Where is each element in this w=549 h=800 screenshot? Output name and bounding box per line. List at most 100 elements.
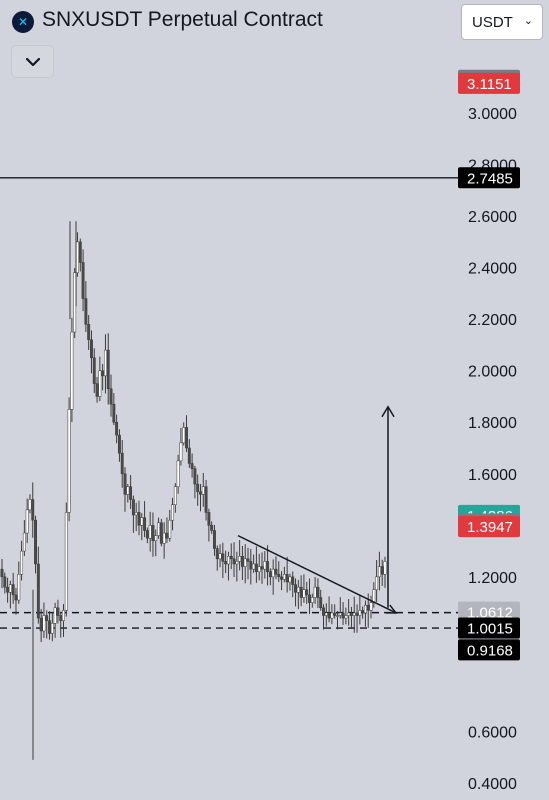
candle-body (218, 553, 222, 560)
candle-body (159, 522, 163, 544)
chevron-down-icon: ⌄ (523, 15, 533, 27)
trendline (237, 534, 397, 614)
candle-body (25, 509, 29, 534)
candle-body (129, 486, 133, 500)
candle-body (78, 241, 82, 263)
candle-body (98, 370, 102, 397)
price-tag (458, 167, 520, 189)
candle-body (299, 586, 303, 598)
candle-body (171, 504, 174, 521)
candle-body (308, 594, 311, 603)
price-tag-label: 0.9168 (467, 642, 513, 659)
price-tag-label: 1.0015 (467, 621, 513, 638)
currency-label: USDT (472, 14, 513, 31)
candle-body (123, 473, 127, 495)
candle-body (316, 586, 320, 598)
candle-body (17, 574, 21, 601)
candle-body (240, 555, 244, 567)
candle-body (347, 612, 351, 616)
candle-body (87, 324, 91, 341)
candle-body (39, 617, 43, 632)
candle-body (215, 548, 219, 560)
candle-body (162, 532, 166, 544)
candle-body (302, 589, 306, 598)
price-tag-label: 3.1151 (467, 76, 512, 93)
candle-body (176, 460, 180, 487)
y-tick-label: 2.4000 (468, 261, 517, 278)
candle-body (11, 584, 15, 596)
candle-body (254, 563, 258, 572)
candle-body (92, 357, 96, 384)
candle-body (20, 550, 24, 575)
candle-body (126, 486, 130, 495)
candle-body (210, 525, 214, 531)
candle-body (151, 525, 155, 542)
candle-body (358, 610, 362, 616)
candle-body (213, 530, 216, 549)
candle-body (103, 349, 107, 377)
y-tick-label: 1.2000 (468, 570, 517, 587)
candle-body (6, 586, 10, 593)
candle-body (333, 612, 337, 616)
candle-body (134, 512, 138, 516)
candle-body (190, 463, 194, 469)
candle-body (375, 576, 379, 590)
y-tick-label: 3.0000 (468, 106, 517, 123)
price-tag (458, 617, 520, 639)
candle-body (338, 612, 342, 616)
candle-body (232, 558, 236, 565)
candle-body (327, 612, 331, 619)
candle-body (101, 370, 105, 377)
candle-body (131, 499, 135, 516)
candle-body (53, 607, 57, 624)
price-tag (458, 72, 520, 94)
projection-arrowhead (381, 405, 395, 418)
y-tick-label: 1.6000 (468, 467, 517, 484)
candle-body (137, 512, 141, 526)
candle-body (249, 561, 253, 570)
candle-body (3, 576, 7, 588)
candle-body (201, 486, 205, 495)
candle-body (59, 615, 63, 621)
chart-header: ✕ SNXUSDT Perpetual Contract USDT ⌄ (0, 0, 549, 44)
candle-body (165, 532, 169, 539)
candle-body (56, 607, 60, 616)
candle-body (95, 383, 99, 397)
candle-body (324, 612, 328, 616)
candle-body (252, 563, 256, 570)
candle-body (282, 574, 286, 580)
candle-body (243, 558, 247, 567)
candle-body (207, 512, 211, 526)
candle-body (274, 568, 278, 575)
collapse-toggle-button[interactable] (11, 45, 54, 78)
candle-body (372, 589, 376, 603)
candle-body (120, 452, 124, 475)
candle-body (277, 574, 281, 578)
currency-select[interactable]: USDT ⌄ (461, 4, 543, 40)
candle-body (380, 566, 384, 575)
candle-body (268, 571, 272, 578)
candle-body (377, 566, 381, 578)
y-tick-label: 2.2000 (468, 312, 517, 329)
candle-body (204, 486, 208, 513)
candle-body (70, 331, 74, 410)
candle-body (42, 615, 46, 632)
candle-body (221, 553, 225, 562)
candle-body (182, 427, 186, 444)
candle-body (173, 486, 177, 505)
candle-body (45, 615, 49, 621)
snx-logo-icon: ✕ (12, 11, 34, 33)
y-tick-label: 2.6000 (468, 209, 517, 226)
candle-body (260, 566, 264, 570)
price-tag (458, 516, 520, 538)
candle-body (109, 388, 113, 405)
candle-body (62, 610, 65, 621)
candle-body (285, 574, 289, 583)
candle-body (352, 612, 356, 616)
candle-body (36, 563, 40, 619)
candle-body (330, 612, 334, 619)
candle-body (246, 558, 250, 562)
candle-body (280, 576, 284, 580)
y-tick-label: 2.0000 (468, 364, 517, 381)
